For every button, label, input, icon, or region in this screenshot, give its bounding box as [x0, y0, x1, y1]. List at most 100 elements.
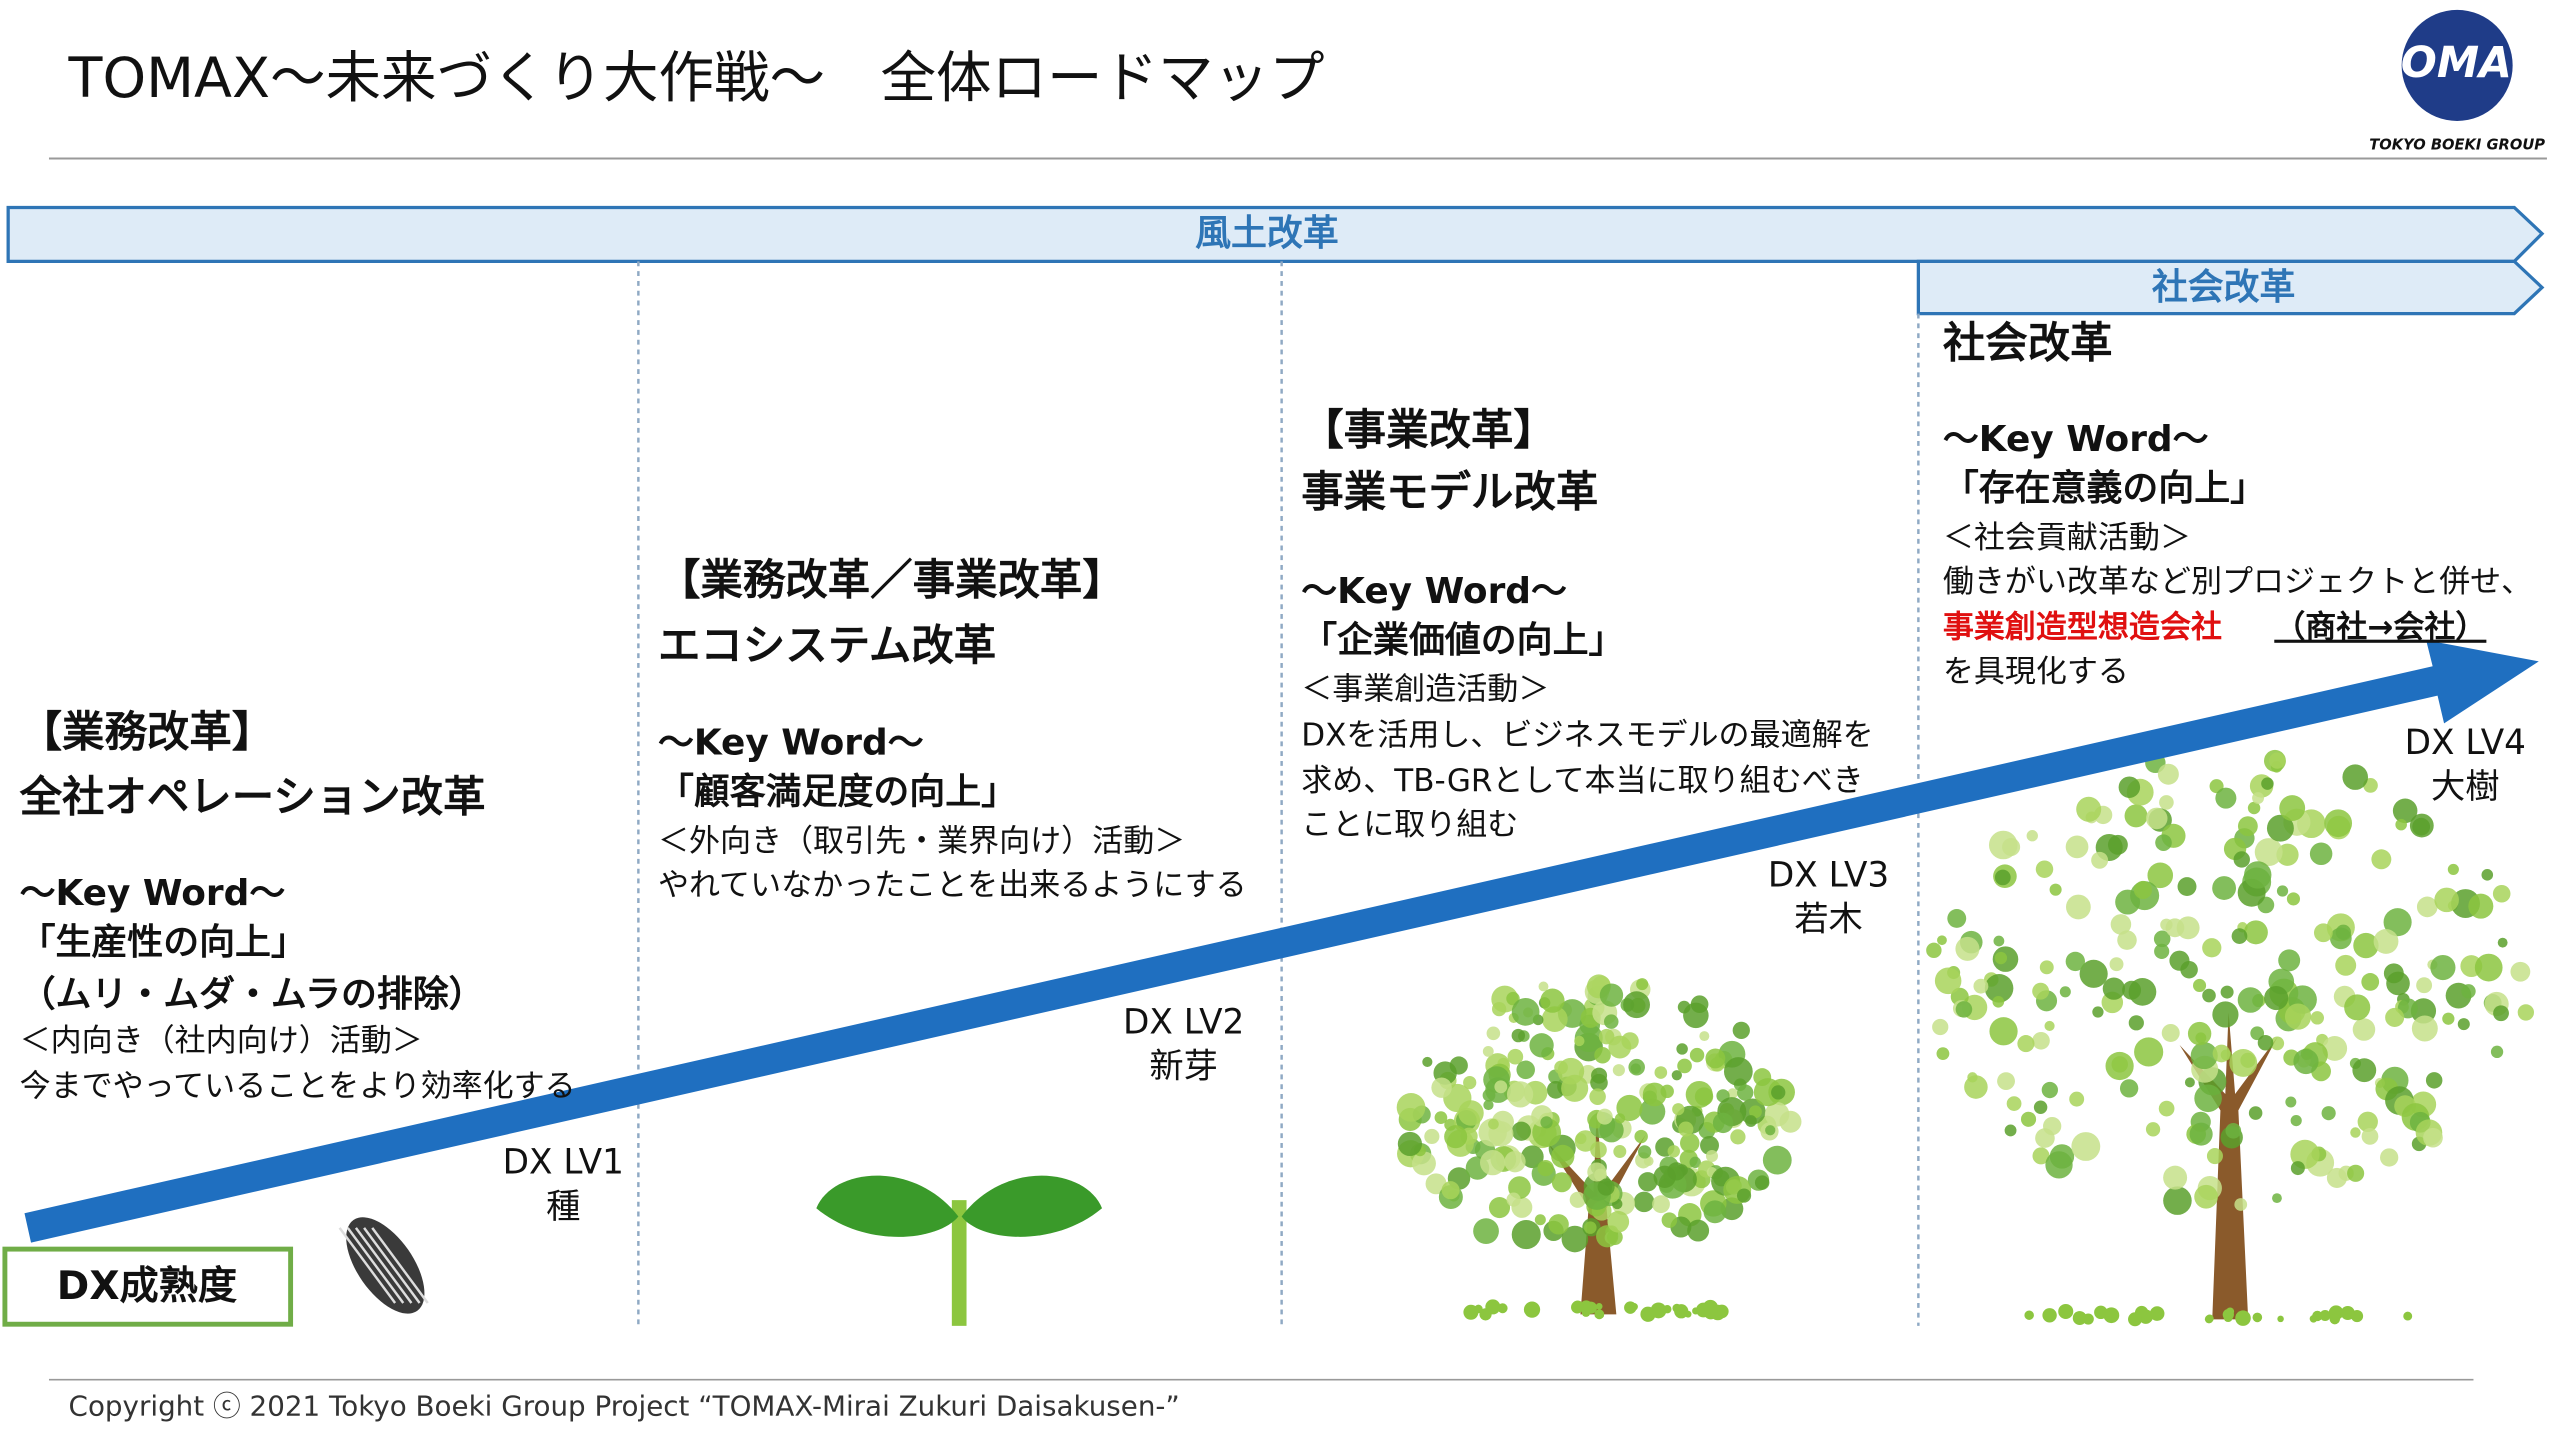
illustration-part: [2403, 1311, 2413, 1321]
illustration-part: [1771, 1085, 1786, 1100]
illustration-part: [1497, 1303, 1508, 1314]
illustration-part: [1684, 1310, 1692, 1318]
illustration-part: [2284, 1003, 2312, 1030]
description: 求め、TB-GRとして本当に取り組むべき: [1301, 763, 1863, 799]
illustration-part: [363, 1227, 421, 1304]
illustration-part: [2243, 920, 2268, 945]
illustration-part: [2430, 954, 2456, 981]
illustration-part: [2065, 835, 2089, 859]
illustration-part: [2026, 830, 2038, 842]
illustration-part: [2244, 861, 2272, 889]
illustration-part: [2045, 1151, 2073, 1179]
illustration-part: [2457, 1018, 2470, 1031]
illustration-part: [2073, 1311, 2086, 1324]
illustration-part: [1712, 1112, 1734, 1134]
illustration-part: [2517, 1004, 2535, 1021]
illustration-part: [2049, 883, 2062, 896]
illustration-part: [2184, 1077, 2195, 1088]
illustration-part: [2269, 752, 2286, 769]
illustration-part: [2163, 1165, 2188, 1190]
illustration-part: [1723, 1057, 1753, 1086]
illustration-part: [1546, 1080, 1565, 1099]
illustration-part: [2004, 1124, 2017, 1137]
illustration-part: [2017, 1035, 2035, 1053]
illustration-part: [1754, 1175, 1770, 1190]
illustration-part: [1506, 1081, 1534, 1108]
illustration-part: [1955, 1001, 1973, 1018]
maturity-box: [2, 1246, 294, 1327]
keyword: 「生産性の向上」: [20, 922, 307, 963]
illustration-part: [2133, 880, 2153, 900]
illustration-part: [1478, 1118, 1507, 1147]
illustration-part: [1661, 1212, 1678, 1228]
illustration-part: [1705, 1150, 1718, 1163]
illustration-part: [2264, 985, 2289, 1011]
description: やれていなかったことを出来るようにする: [658, 868, 1247, 904]
illustration-part: [2205, 1314, 2214, 1323]
illustration-part: [2383, 908, 2412, 937]
illustration-part: [1967, 1072, 1978, 1083]
illustration-part: [1511, 1028, 1526, 1043]
stage-heading: 事業モデル改革: [1301, 468, 1598, 517]
illustration-part: [2128, 978, 2157, 1006]
illustration-part: [2272, 1193, 2282, 1204]
illustration-part: [2202, 938, 2222, 958]
illustration-part: [1597, 1178, 1615, 1196]
banner: [1916, 259, 2545, 316]
level: DX LV1: [503, 1143, 624, 1183]
illustration-part: [1705, 1048, 1726, 1069]
illustration-part: [2447, 863, 2459, 875]
level-name: 種: [546, 1187, 580, 1227]
illustration-part: [1703, 1200, 1727, 1224]
illustration-part: [2102, 977, 2125, 1000]
illustration-part: [2233, 851, 2250, 868]
illustration-part: [1671, 1070, 1682, 1081]
illustration-part: [1678, 1121, 1694, 1137]
highlight: 事業創造型想造会社: [1943, 610, 2222, 646]
illustration-part: [1993, 935, 2005, 947]
illustration-part: [1730, 1129, 1746, 1145]
illustration-part: [1699, 1031, 1710, 1042]
illustration-part: [2329, 927, 2352, 950]
illustration-part: [2041, 1081, 2058, 1099]
illustration-part: [2285, 1096, 2297, 1108]
illustration-part: [1603, 1014, 1619, 1029]
illustration-part: [1397, 1131, 1422, 1156]
illustration-part: [1473, 1218, 1499, 1244]
illustration-part: [1534, 1214, 1546, 1226]
illustration-part: [2257, 1034, 2274, 1051]
illustration-part: [1663, 1305, 1672, 1314]
illustration-part: [1628, 1058, 1645, 1076]
illustration-part: [1937, 935, 1947, 946]
illustration-part: [1667, 1145, 1680, 1158]
illustration-part: [371, 1227, 429, 1304]
illustration-part: [2335, 954, 2357, 976]
illustration-part: [2190, 1042, 2218, 1070]
description: ことに取り組む: [1301, 807, 1518, 843]
illustration-part: [2145, 807, 2168, 830]
level: DX LV2: [1123, 1002, 1244, 1042]
illustration-part: [1431, 1077, 1452, 1098]
illustration-part: [1511, 997, 1540, 1026]
level-name: 若木: [1794, 899, 1863, 939]
keyword: （ムリ・ムダ・ムラの排除）: [20, 974, 485, 1015]
illustration-part: [2247, 801, 2261, 815]
illustration-part: [1936, 1047, 1950, 1061]
illustration-part: [1633, 1191, 1655, 1213]
stage-heading: 【事業改革】: [1301, 406, 1556, 455]
illustration-part: [2138, 1309, 2153, 1324]
illustration-part: [1594, 1046, 1611, 1064]
dividers: [637, 261, 1920, 1326]
illustration-part: [1537, 1160, 1554, 1177]
illustration-part: [1745, 1115, 1757, 1127]
illustration-part: [1561, 1225, 1589, 1253]
logo-sub: TOKYO BOEKI GROUP: [2369, 136, 2545, 153]
illustration-part: [1653, 1165, 1676, 1189]
illustration-part: [1483, 1099, 1494, 1111]
illustration-part: [2357, 1111, 2378, 1132]
level: DX LV3: [1768, 855, 1889, 895]
illustration-part: [1994, 869, 2011, 886]
illustration-part: [2128, 1015, 2144, 1031]
activity: ＜社会貢献活動＞: [1943, 520, 2191, 556]
